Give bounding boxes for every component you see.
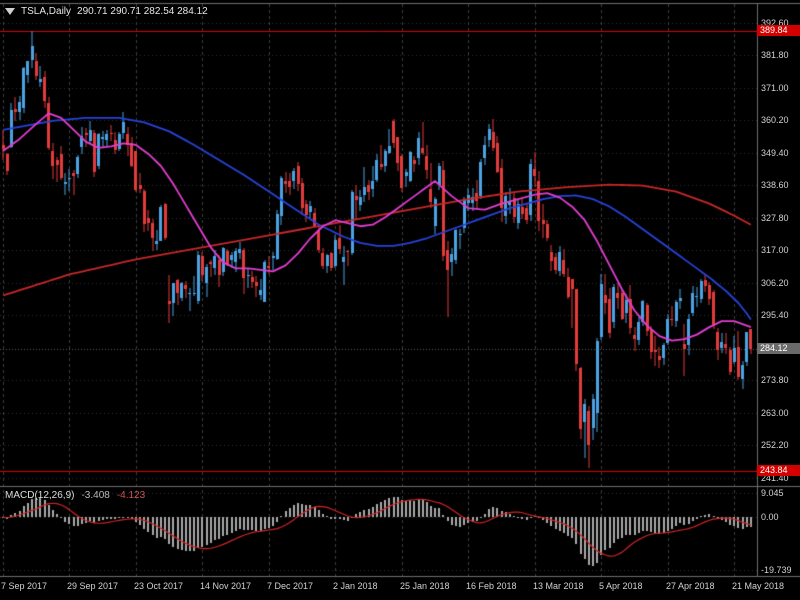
y-axis-label: 295.40 bbox=[761, 310, 789, 320]
macd-axis-label: 9.045 bbox=[761, 488, 784, 498]
y-axis-label: 371.00 bbox=[761, 83, 789, 93]
price-flag-upper-level: 389.84 bbox=[757, 25, 800, 36]
y-axis-label: 338.60 bbox=[761, 180, 789, 190]
x-axis-label: 23 Oct 2017 bbox=[134, 581, 184, 591]
x-axis-label: 5 Apr 2018 bbox=[599, 581, 643, 591]
x-axis-label: 25 Jan 2018 bbox=[400, 581, 450, 591]
y-axis-label: 317.00 bbox=[761, 245, 789, 255]
price-flag-lower-level: 243.84 bbox=[757, 465, 800, 476]
x-axis-label: 21 May 2018 bbox=[732, 581, 785, 591]
x-axis-label: 2 Jan 2018 bbox=[333, 581, 378, 591]
price-flag-current: 284.12 bbox=[757, 343, 800, 354]
y-axis-label: 252.20 bbox=[761, 440, 789, 450]
x-axis-label: 7 Dec 2017 bbox=[267, 581, 314, 591]
y-axis-label: 241.40 bbox=[761, 473, 789, 483]
macd-signal-value: -4.123 bbox=[116, 490, 146, 501]
x-axis-label: 13 Mar 2018 bbox=[533, 581, 584, 591]
macd-indicator-label: MACD(12,26,9) -3.408 -4.123 bbox=[5, 490, 145, 501]
macd-axis-label: 0.00 bbox=[761, 512, 779, 522]
symbol-timeframe-label: TSLA,Daily bbox=[21, 6, 72, 17]
x-axis-label: 7 Sep 2017 bbox=[1, 581, 48, 591]
y-axis-label: 360.20 bbox=[761, 115, 789, 125]
y-axis-label: 306.20 bbox=[761, 278, 789, 288]
macd-name: MACD(12,26,9) bbox=[5, 490, 75, 501]
y-axis-label: 392.60 bbox=[761, 18, 789, 28]
y-axis-label: 273.80 bbox=[761, 375, 789, 385]
y-axis-label: 349.40 bbox=[761, 148, 789, 158]
ohlc-readout: 290.71 290.71 282.54 284.12 bbox=[77, 6, 208, 17]
macd-main-value: -3.408 bbox=[81, 490, 110, 501]
x-axis-label: 16 Feb 2018 bbox=[466, 581, 517, 591]
x-axis-label: 29 Sep 2017 bbox=[67, 581, 119, 591]
y-axis-label: 381.80 bbox=[761, 50, 789, 60]
chart-title: TSLA,Daily 290.71 290.71 282.54 284.12 bbox=[5, 6, 208, 17]
macd-axis-label: -19.739 bbox=[761, 565, 792, 575]
x-axis-label: 27 Apr 2018 bbox=[666, 581, 715, 591]
x-axis-label: 14 Nov 2017 bbox=[200, 581, 252, 591]
y-axis-label: 263.00 bbox=[761, 408, 789, 418]
y-axis-label: 327.80 bbox=[761, 213, 789, 223]
chart-triangle-icon bbox=[5, 8, 15, 15]
